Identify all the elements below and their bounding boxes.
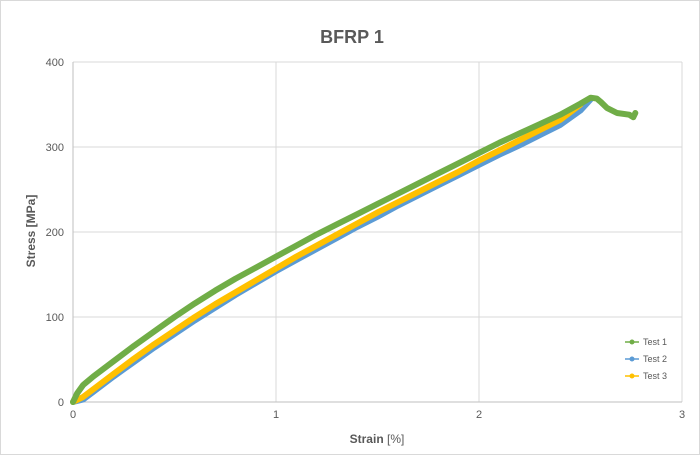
data-point	[212, 301, 218, 307]
data-point	[604, 105, 610, 111]
data-point	[496, 147, 502, 153]
axes	[72, 62, 682, 403]
data-point	[395, 199, 401, 205]
data-point	[212, 288, 218, 294]
data-point	[334, 221, 340, 227]
data-point	[80, 382, 86, 388]
data-point	[293, 243, 299, 249]
data-point	[496, 140, 502, 146]
x-tick-label: 2	[476, 409, 482, 421]
legend-label: Test 2	[643, 354, 667, 364]
data-point	[578, 101, 583, 107]
data-point	[375, 201, 380, 207]
data-point	[192, 314, 198, 320]
x-axis-title-main: Strain	[350, 432, 384, 446]
legend-item-test-2: Test 2	[625, 354, 667, 364]
x-tick-label: 0	[70, 409, 76, 421]
x-axis-title: Strain [%]	[350, 432, 405, 446]
data-point	[435, 170, 441, 176]
data-point	[476, 150, 482, 156]
series-line-test-3	[70, 101, 584, 405]
data-point	[293, 254, 299, 260]
data-point	[614, 110, 620, 116]
series-test-3	[70, 101, 584, 405]
data-point	[232, 289, 238, 295]
data-point	[111, 358, 117, 364]
data-point	[415, 181, 421, 187]
y-tick-label: 300	[46, 142, 64, 154]
plot-area	[70, 94, 639, 405]
data-point	[192, 300, 198, 306]
chart-title: BFRP 1	[320, 27, 384, 47]
data-point	[253, 265, 259, 271]
data-point	[70, 399, 76, 405]
data-point	[598, 99, 604, 105]
data-point	[354, 211, 360, 217]
data-point	[151, 328, 157, 334]
y-axis-title: Stress [MPa]	[24, 195, 38, 268]
legend-swatch-marker	[629, 373, 635, 379]
tick-labels: 0 100 200 300 400 0 1 2 3	[46, 57, 685, 421]
data-point	[111, 371, 117, 377]
data-point	[517, 137, 523, 143]
data-point	[172, 328, 177, 334]
data-point	[90, 374, 96, 379]
y-tick-label: 0	[58, 397, 64, 409]
y-tick-label: 100	[46, 312, 64, 324]
data-point	[594, 96, 600, 102]
data-point	[632, 110, 638, 116]
data-point	[314, 243, 320, 249]
x-tick-label: 3	[679, 409, 685, 421]
legend-swatch-marker	[629, 356, 635, 362]
data-point	[314, 232, 320, 238]
data-point	[588, 95, 594, 101]
data-point	[273, 266, 279, 272]
legend-item-test-1: Test 1	[625, 337, 667, 347]
data-point	[172, 314, 177, 320]
data-point	[253, 277, 259, 283]
data-point	[456, 160, 462, 166]
data-point	[517, 130, 523, 136]
data-point	[578, 107, 583, 113]
y-tick-label: 400	[46, 57, 64, 69]
legend-swatch-marker	[629, 339, 635, 345]
legend-item-test-3: Test 3	[625, 371, 667, 381]
x-tick-label: 1	[273, 409, 279, 421]
data-point	[537, 121, 543, 127]
series-line-test-1	[70, 94, 639, 405]
data-point	[80, 394, 86, 400]
data-point	[232, 276, 238, 282]
data-point	[476, 158, 482, 164]
y-tick-label: 200	[46, 227, 64, 239]
grid-lines	[73, 61, 683, 402]
data-point	[456, 169, 462, 175]
legend-label: Test 3	[643, 371, 667, 381]
data-point	[557, 112, 563, 118]
data-point	[375, 209, 380, 215]
data-point	[273, 254, 279, 260]
data-point	[537, 127, 543, 133]
data-point	[151, 341, 157, 347]
legend-label: Test 1	[643, 337, 667, 347]
legend: Test 1 Test 2 Test 3	[625, 337, 667, 381]
x-axis-title-unit: [%]	[387, 432, 404, 446]
data-point	[630, 114, 636, 120]
data-point	[354, 221, 360, 226]
data-point	[334, 232, 340, 238]
data-point	[626, 112, 632, 118]
data-point	[395, 191, 401, 197]
series-test-1	[70, 94, 639, 405]
data-point	[90, 386, 96, 392]
data-point	[415, 189, 421, 195]
data-point	[131, 356, 137, 362]
data-point	[435, 179, 441, 185]
data-point	[131, 343, 137, 349]
data-point	[74, 391, 80, 396]
